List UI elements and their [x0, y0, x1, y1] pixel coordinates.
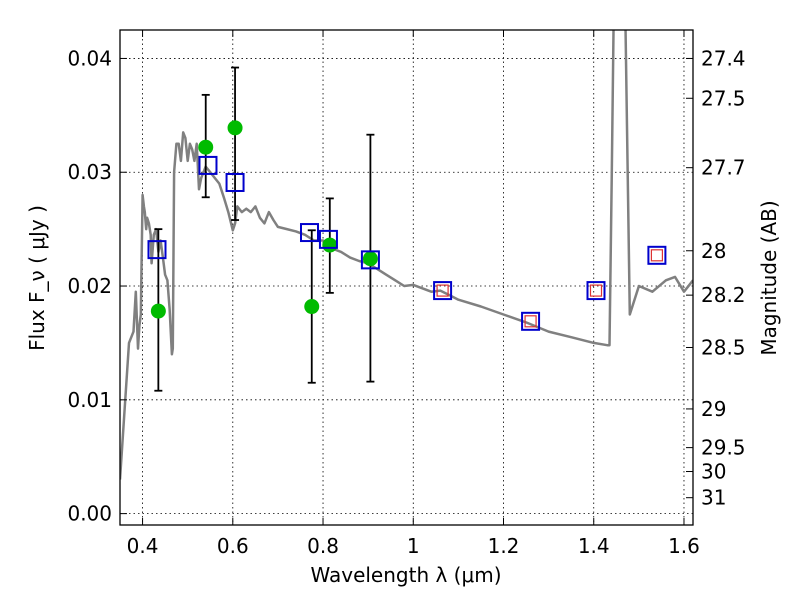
x-tick-label: 1 — [407, 534, 420, 558]
y-tick-label: 0.04 — [67, 46, 112, 70]
model-flux-square — [433, 281, 453, 301]
x-tick-label: 1.6 — [668, 534, 700, 558]
right-tick-label: 29 — [701, 397, 726, 421]
observed-flux-point — [198, 139, 214, 155]
y-tick-label: 0.01 — [67, 388, 112, 412]
model-flux-square — [318, 229, 338, 249]
y-tick-label: 0.02 — [67, 274, 112, 298]
y-tick-label: 0.03 — [67, 160, 112, 184]
x-tick-label: 0.4 — [127, 534, 159, 558]
sed-model-curve — [120, 30, 693, 480]
right-tick-label: 30 — [701, 460, 726, 484]
x-axis-label: Wavelength λ (μm) — [310, 563, 501, 587]
sed-model-line — [120, 30, 693, 480]
observed-flux-point — [304, 299, 320, 315]
x-axis-ticks: 0.4 0.6 0.8 1 1.2 1.4 1.6 — [127, 30, 700, 558]
predicted-flux-square — [524, 315, 537, 328]
model-flux-square — [521, 311, 541, 331]
right-tick-label: 28 — [701, 239, 726, 263]
predicted-flux-square — [589, 284, 603, 297]
right-tick-label: 28.5 — [701, 335, 746, 359]
observed-flux-point — [322, 237, 338, 253]
right-tick-label: 29.5 — [701, 436, 746, 460]
model-flux-square — [225, 172, 245, 192]
grid-lines — [120, 30, 693, 525]
plot-area — [120, 30, 693, 480]
model-flux-square — [647, 245, 667, 265]
y-axis-label: Flux F_ν ( μJy ) — [25, 205, 49, 351]
right-tick-label: 28.2 — [701, 283, 746, 307]
x-tick-label: 0.6 — [217, 534, 249, 558]
y-axis-ticks: 0.00 0.01 0.02 0.03 0.04 — [67, 46, 127, 526]
model-flux-square — [586, 281, 606, 301]
right-tick-label: 31 — [701, 486, 726, 510]
x-tick-label: 1.2 — [488, 534, 520, 558]
photometry-points — [147, 120, 667, 331]
predicted-flux-square — [650, 249, 664, 262]
model-flux-square — [147, 240, 167, 260]
model-flux-square — [299, 223, 319, 243]
observed-flux-point — [150, 303, 166, 319]
observed-flux-point — [227, 120, 243, 136]
x-tick-label: 1.4 — [578, 534, 610, 558]
right-tick-label: 27.5 — [701, 86, 746, 110]
error-bars — [154, 66, 375, 392]
plot-frame — [119, 29, 694, 526]
right-axis-label: Magnitude (AB) — [757, 200, 781, 355]
model-flux-square — [360, 250, 380, 270]
predicted-flux-square — [436, 284, 449, 297]
right-tick-label: 27.7 — [701, 156, 746, 180]
x-tick-label: 0.8 — [307, 534, 339, 558]
observed-flux-point — [362, 251, 378, 267]
right-tick-label: 27.4 — [701, 46, 746, 70]
model-flux-square — [198, 155, 218, 175]
y-tick-label: 0.00 — [67, 502, 112, 526]
